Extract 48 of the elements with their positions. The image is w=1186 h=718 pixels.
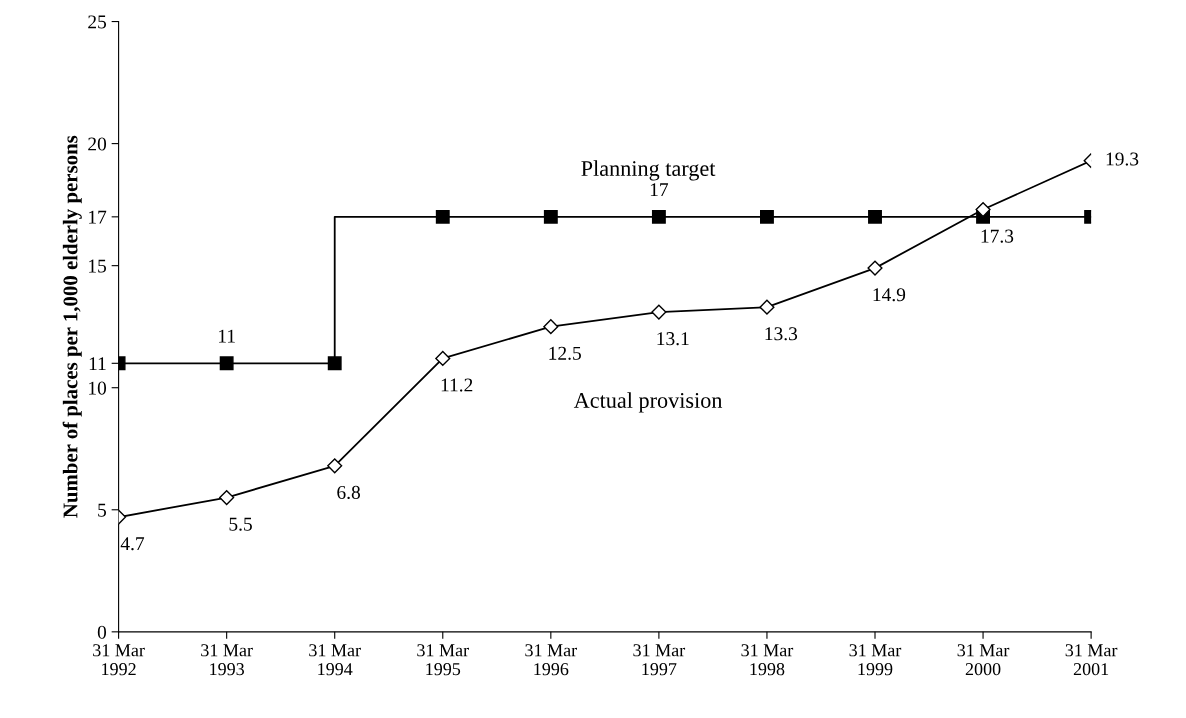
data-label: 13.3 (765, 327, 798, 341)
y-tick-label: 15 (89, 259, 107, 273)
point (219, 490, 235, 506)
x-tick-label: 31 Mar 2000 (957, 644, 1010, 676)
x-tick-label: 31 Mar 1994 (309, 644, 361, 676)
series-label: Planning target (581, 160, 716, 181)
data-label: 6.8 (337, 485, 361, 500)
y-axis-title: Number of places per 1,000 elderly persons (62, 135, 82, 518)
data-label: 14.9 (873, 288, 906, 302)
data-label: 5.5 (229, 517, 252, 531)
y-tick-label: 0 (97, 625, 107, 639)
point (867, 260, 883, 276)
data-label: 19.3 (1106, 152, 1139, 166)
y-tick-label: 20 (88, 137, 107, 151)
point (975, 201, 991, 218)
data-label: 4.7 (120, 537, 145, 551)
point (760, 209, 774, 224)
point (327, 458, 343, 474)
y-tick-label: 10 (89, 381, 107, 395)
point (651, 304, 667, 320)
annotation: 11 (219, 329, 235, 343)
x-tick-label: 31 Mar 1992 (93, 644, 145, 676)
annotation: 17 (650, 183, 669, 197)
point (435, 209, 450, 224)
y-tick-label: 5 (98, 503, 107, 517)
x-tick-label: 31 Mar 1997 (633, 644, 686, 676)
x-tick-label: 31 Mar 1995 (417, 644, 469, 676)
point (868, 209, 882, 224)
point (327, 356, 342, 371)
point (651, 209, 666, 224)
data-label: 12.5 (549, 346, 581, 360)
data-label: 17.3 (981, 229, 1014, 243)
x-tick-label: 31 Mar 1993 (201, 644, 253, 676)
x-tick-label: 31 Mar 1998 (741, 644, 794, 676)
y-tick-label: 17 (89, 210, 107, 224)
point (219, 356, 234, 371)
y-tick-label: 11 (89, 357, 106, 371)
data-label: 11.2 (441, 378, 473, 392)
text: Actual provision (573, 392, 723, 413)
x-tick-label: 31 Mar 1999 (849, 644, 902, 676)
x-tick-label: 31 Mar 2001 (1065, 644, 1118, 676)
point (543, 319, 559, 335)
point (435, 350, 451, 366)
x-tick-label: 31 Mar 1996 (525, 644, 577, 676)
point (543, 209, 558, 224)
point (759, 299, 775, 315)
y-tick-label: 25 (88, 15, 107, 29)
data-label: 13.1 (657, 332, 689, 346)
